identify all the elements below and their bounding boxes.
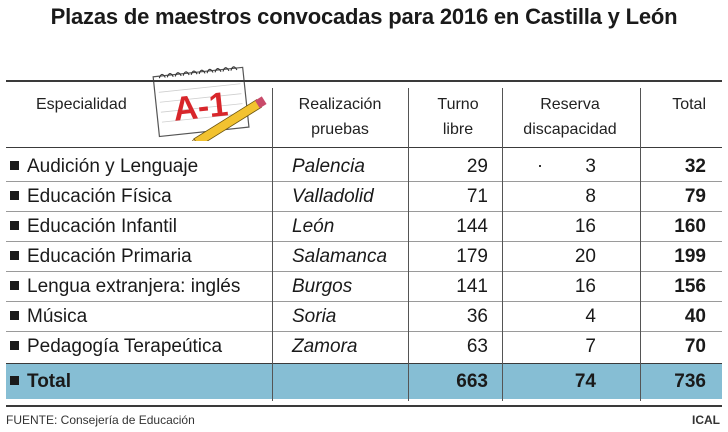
turno-cell: 36 [466,306,488,327]
especialidad-cell: Pedagogía Terapeútica [27,336,223,357]
total-cell: 199 [674,246,706,267]
column-divider [640,88,641,401]
header-total: Total [672,96,706,113]
ciudad-cell: Salamanca [292,246,388,267]
column-divider [272,88,273,401]
table-row: Educación Infantil León 144 16 160 [6,212,722,242]
ciudad-cell: Palencia [292,156,365,177]
reserva-cell: 7 [585,336,596,357]
total-reserva-cell: 74 [574,371,596,392]
bullet-icon [10,221,19,230]
bullet-icon [10,161,19,170]
header-reserva-discapacidad: Reserva discapacidad [523,96,617,138]
grand-total-cell: 736 [674,371,706,392]
especialidad-cell: Educación Física [27,186,172,207]
turno-cell: 179 [456,246,488,267]
bullet-icon [10,191,19,200]
header-turno-libre: Turno libre [437,96,479,138]
total-row: Total 663 74 736 [6,363,722,399]
total-cell: 40 [684,306,706,327]
table-row: Educación Física Valladolid 71 8 79 [6,182,722,212]
total-cell: 79 [684,186,706,207]
reserva-cell: 20 [574,246,596,267]
turno-cell: 29 [466,156,488,177]
header-realizacion: Realización pruebas [298,96,382,138]
turno-cell: 63 [466,336,488,357]
bullet-icon [10,376,19,385]
especialidad-cell: Lengua extranjera: inglés [27,276,241,297]
reserva-cell: 3 [585,156,596,177]
table-row: Música Soria 36 4 40 [6,302,722,332]
turno-cell: 144 [456,216,488,237]
turno-cell: 71 [466,186,488,207]
brand-label: ICAL [692,413,720,427]
total-turno-cell: 663 [456,371,488,392]
bullet-icon [10,341,19,350]
reserva-cell: 4 [585,306,596,327]
bullet-icon [10,251,19,260]
ciudad-cell: León [292,216,335,237]
total-cell: 160 [674,216,706,237]
stray-dot [539,165,541,167]
page-title: Plazas de maestros convocadas para 2016 … [50,4,678,29]
turno-cell: 141 [456,276,488,297]
table-row: Audición y Lenguaje Palencia 29 3 32 [6,152,722,182]
reserva-cell: 16 [574,216,596,237]
especialidad-cell: Música [27,306,88,327]
ciudad-cell: Soria [292,306,337,327]
especialidad-cell: Educación Infantil [27,216,177,237]
column-divider [408,88,409,401]
ciudad-cell: Zamora [292,336,358,357]
especialidad-cell: Audición y Lenguaje [27,156,199,177]
column-divider [502,88,503,401]
reserva-cell: 8 [585,186,596,207]
total-cell: 70 [684,336,706,357]
total-label: Total [27,371,71,392]
notepad-pencil-icon: A-1 [152,66,267,141]
bottom-rule [6,405,722,407]
logo-text: A-1 [171,85,229,129]
ciudad-cell: Valladolid [292,186,374,207]
table-row: Pedagogía Terapeútica Zamora 63 7 70 [6,332,722,362]
total-cell: 156 [674,276,706,297]
ciudad-cell: Burgos [292,276,353,297]
bullet-icon [10,281,19,290]
table-row: Lengua extranjera: inglés Burgos 141 16 … [6,272,722,302]
header-especialidad: Especialidad [36,96,127,113]
total-cell: 32 [684,156,706,177]
especialidad-cell: Educación Primaria [27,246,192,267]
reserva-cell: 16 [574,276,596,297]
top-rule [6,80,722,82]
source-note: FUENTE: Consejería de Educación [6,413,195,427]
table-row: Educación Primaria Salamanca 179 20 199 [6,242,722,272]
bullet-icon [10,311,19,320]
header-rule [6,147,722,148]
